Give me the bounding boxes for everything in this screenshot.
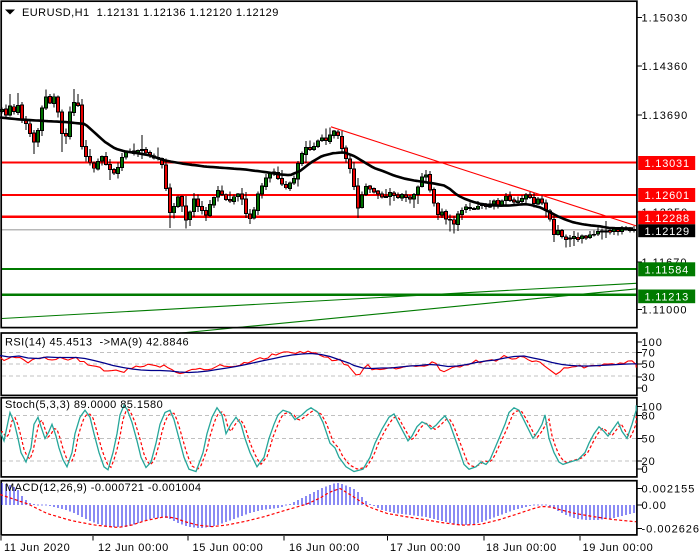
svg-text:50: 50	[642, 359, 656, 371]
svg-text:0.00: 0.00	[642, 500, 667, 512]
svg-text:Stoch(5,3,3) 89.0000 85.1580: Stoch(5,3,3) 89.0000 85.1580	[5, 399, 163, 411]
svg-text:1.15030: 1.15030	[642, 13, 689, 25]
svg-text:100: 100	[642, 337, 663, 349]
svg-text:EURUSD,H1 1.12131 1.12136 1.1: EURUSD,H1 1.12131 1.12136 1.12120 1.1212…	[22, 7, 279, 19]
svg-text:-0.002626: -0.002626	[642, 524, 700, 536]
svg-text:15 Jun 00:00: 15 Jun 00:00	[193, 542, 264, 554]
svg-text:1.12288: 1.12288	[645, 213, 690, 225]
svg-text:11 Jun 2020: 11 Jun 2020	[4, 542, 70, 554]
svg-text:0: 0	[642, 464, 649, 476]
svg-text:17 Jun 00:00: 17 Jun 00:00	[390, 542, 461, 554]
svg-text:0.002155: 0.002155	[642, 484, 696, 496]
svg-text:1.14360: 1.14360	[642, 61, 689, 73]
svg-text:1.13031: 1.13031	[645, 158, 690, 170]
svg-text:1.11000: 1.11000	[642, 305, 688, 317]
svg-text:50: 50	[642, 433, 656, 445]
svg-text:1.13690: 1.13690	[642, 110, 689, 122]
svg-text:20: 20	[642, 456, 656, 468]
svg-text:19 Jun 00:00: 19 Jun 00:00	[583, 542, 654, 554]
svg-text:0: 0	[642, 383, 649, 395]
svg-text:1.12129: 1.12129	[645, 226, 690, 238]
svg-text:18 Jun 00:00: 18 Jun 00:00	[486, 542, 557, 554]
svg-text:30: 30	[642, 372, 656, 384]
svg-text:1.12601: 1.12601	[645, 190, 690, 202]
svg-text:12 Jun 00:00: 12 Jun 00:00	[98, 542, 169, 554]
svg-text:80: 80	[642, 411, 656, 423]
svg-text:16 Jun 00:00: 16 Jun 00:00	[289, 542, 360, 554]
svg-text:100: 100	[642, 402, 663, 414]
svg-text:1.11584: 1.11584	[645, 265, 690, 277]
svg-text:RSI(14) 45.4513 ->MA(9) 42.88: RSI(14) 45.4513 ->MA(9) 42.8846	[5, 337, 189, 349]
svg-text:70: 70	[642, 347, 656, 359]
svg-text:1.11213: 1.11213	[645, 292, 690, 304]
svg-text:MACD(12,26,9) -0.000721 -0.001: MACD(12,26,9) -0.000721 -0.001004	[5, 482, 201, 494]
